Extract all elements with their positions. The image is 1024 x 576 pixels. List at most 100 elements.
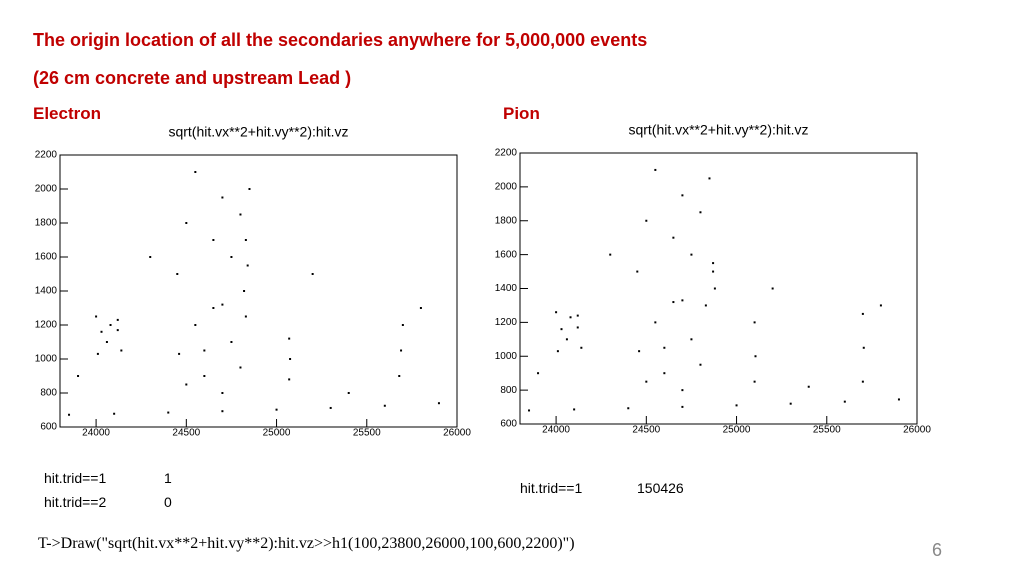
point — [672, 236, 675, 239]
y-tick-label: 2000 — [35, 184, 58, 195]
point — [221, 410, 224, 413]
chart-title: sqrt(hit.vx**2+hit.vy**2):hit.vz — [628, 122, 808, 138]
point — [663, 346, 666, 349]
point — [627, 407, 630, 410]
point — [239, 213, 242, 216]
point — [681, 389, 684, 392]
point — [221, 196, 224, 199]
point — [419, 307, 422, 309]
point — [690, 338, 693, 341]
y-tick-label: 1200 — [35, 320, 58, 331]
x-tick-label: 24000 — [82, 428, 110, 439]
point — [178, 352, 181, 355]
point — [681, 194, 684, 197]
point — [555, 311, 558, 314]
point — [753, 321, 756, 324]
point — [116, 329, 119, 332]
point — [645, 219, 648, 222]
note: hit.trid==1 — [520, 480, 583, 496]
point — [100, 330, 103, 333]
point — [437, 402, 440, 405]
y-tick-label: 600 — [500, 419, 517, 430]
chart-title: sqrt(hit.vx**2+hit.vy**2):hit.vz — [168, 124, 348, 140]
note: hit.trid==1 — [44, 470, 107, 486]
point — [244, 239, 247, 241]
point — [212, 239, 215, 241]
note: hit.trid==2 — [44, 494, 107, 510]
point — [401, 324, 404, 326]
point — [712, 262, 715, 265]
point — [400, 349, 403, 352]
point — [843, 400, 846, 403]
point — [556, 350, 559, 353]
point — [789, 402, 792, 405]
point — [712, 270, 715, 273]
point — [105, 341, 108, 343]
point — [560, 328, 563, 331]
note: 150426 — [637, 480, 684, 496]
point — [862, 346, 865, 349]
point — [681, 299, 684, 302]
point — [176, 273, 179, 275]
point — [699, 363, 702, 366]
point — [221, 392, 224, 394]
point — [243, 290, 246, 292]
point — [704, 304, 707, 307]
point — [861, 312, 864, 315]
point — [248, 188, 251, 190]
y-tick-label: 800 — [40, 388, 57, 399]
point — [609, 253, 612, 256]
y-tick-label: 1400 — [495, 283, 518, 294]
point — [95, 315, 98, 318]
point — [96, 352, 99, 355]
x-tick-label: 25500 — [813, 425, 841, 436]
point — [167, 411, 170, 414]
point — [311, 273, 314, 275]
point — [654, 168, 657, 171]
point — [149, 256, 152, 258]
point — [569, 316, 572, 319]
y-tick-label: 1800 — [495, 215, 518, 226]
point — [194, 324, 197, 326]
point — [288, 378, 291, 381]
note: 0 — [164, 494, 172, 510]
y-tick-label: 1600 — [495, 249, 518, 260]
point — [672, 301, 675, 304]
point — [663, 372, 666, 375]
plot-frame — [519, 152, 918, 425]
point — [573, 408, 576, 411]
point — [289, 358, 292, 360]
point — [753, 380, 756, 383]
point — [576, 326, 579, 329]
point — [735, 404, 738, 407]
point — [203, 375, 206, 377]
point — [383, 404, 386, 407]
point — [576, 314, 579, 317]
point — [77, 375, 80, 377]
x-tick-label: 24500 — [172, 428, 200, 439]
point — [754, 355, 757, 358]
x-tick-label: 25000 — [263, 428, 291, 439]
y-tick-label: 1000 — [35, 354, 58, 365]
point — [288, 337, 291, 340]
point — [221, 303, 224, 306]
x-tick-label: 25000 — [723, 425, 751, 436]
point — [68, 413, 71, 416]
point — [113, 412, 116, 415]
point — [708, 177, 711, 180]
point — [690, 253, 693, 256]
panel-label: Pion — [503, 104, 540, 123]
y-tick-label: 1800 — [35, 218, 58, 229]
x-tick-label: 26000 — [443, 428, 471, 439]
slide-subtitle: (26 cm concrete and upstream Lead ) — [33, 68, 352, 88]
y-tick-label: 2200 — [35, 150, 58, 161]
note: 1 — [164, 470, 172, 486]
y-tick-label: 2000 — [495, 182, 518, 193]
point — [699, 211, 702, 214]
y-tick-label: 2200 — [495, 148, 518, 159]
point — [654, 321, 657, 324]
point — [244, 315, 247, 318]
point — [897, 398, 900, 401]
